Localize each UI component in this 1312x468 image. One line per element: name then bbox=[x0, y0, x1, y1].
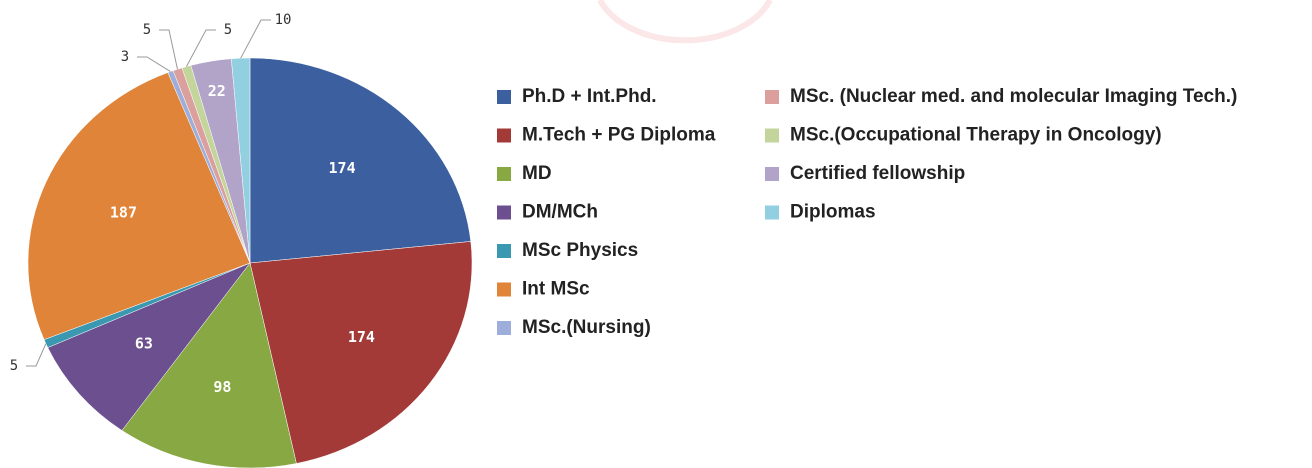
legend-label: Ph.D + Int.Phd. bbox=[522, 86, 657, 107]
data-label: 98 bbox=[213, 378, 231, 396]
legend-label: DM/MCh bbox=[522, 202, 598, 223]
legend-label: M.Tech + PG Diploma bbox=[522, 125, 716, 146]
leader-line bbox=[26, 343, 47, 367]
leader-line bbox=[185, 29, 216, 67]
decor-arc bbox=[597, 0, 773, 44]
pie-slice bbox=[47, 262, 251, 431]
leader-line bbox=[137, 56, 171, 73]
legend-label: MSc. (Nuclear med. and molecular Imaging… bbox=[790, 86, 1237, 107]
legend-label: Diplomas bbox=[790, 202, 876, 223]
pie-slice bbox=[249, 57, 472, 264]
data-label: 187 bbox=[110, 204, 137, 222]
legend-swatch bbox=[497, 321, 511, 335]
legend-swatch bbox=[497, 244, 511, 258]
legend-label: MD bbox=[522, 163, 552, 184]
legend-label: MSc Physics bbox=[522, 240, 638, 261]
leader-line bbox=[159, 29, 178, 70]
pie-slice bbox=[121, 262, 297, 468]
pie-slice bbox=[249, 241, 473, 464]
pie-slice bbox=[231, 57, 251, 264]
data-label: 5 bbox=[224, 22, 232, 38]
legend-label: Certified fellowship bbox=[790, 163, 965, 184]
data-label: 174 bbox=[348, 328, 375, 346]
legend-label: Int MSc bbox=[522, 279, 590, 300]
data-label: 5 bbox=[10, 358, 18, 374]
legend-swatch bbox=[765, 205, 779, 220]
legend-swatch bbox=[497, 205, 511, 220]
legend-swatch bbox=[497, 167, 511, 181]
legend-swatch bbox=[765, 167, 779, 181]
leader-line bbox=[240, 19, 271, 59]
data-label: 174 bbox=[329, 159, 356, 177]
data-label: 10 bbox=[275, 12, 292, 28]
data-label: 22 bbox=[208, 82, 226, 100]
legend-swatch bbox=[765, 128, 779, 143]
legend-swatch bbox=[497, 128, 511, 143]
data-label: 3 bbox=[121, 49, 129, 65]
legend-swatch bbox=[497, 282, 511, 297]
pie-slice bbox=[27, 72, 251, 340]
data-label: 5 bbox=[143, 22, 151, 38]
legend-label: MSc.(Occupational Therapy in Oncology) bbox=[790, 125, 1162, 146]
legend-swatch bbox=[765, 90, 779, 104]
data-label: 63 bbox=[135, 334, 153, 352]
legend-label: MSc.(Nursing) bbox=[522, 317, 651, 338]
legend-swatch bbox=[497, 90, 511, 104]
